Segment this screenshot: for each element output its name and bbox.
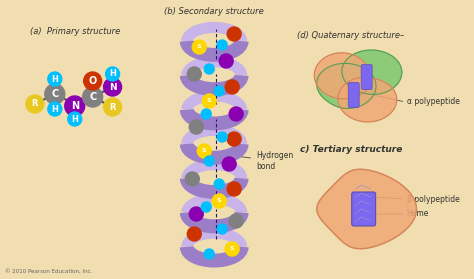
Text: C: C [89,92,96,102]
Circle shape [204,64,214,74]
Circle shape [222,157,236,171]
Circle shape [187,67,201,81]
Text: Hydrogen
bond: Hydrogen bond [223,151,293,171]
Text: β polypeptide: β polypeptide [407,194,459,203]
Text: (a)  Primary structure: (a) Primary structure [29,27,120,35]
Text: S: S [202,148,207,153]
Circle shape [189,120,203,134]
Circle shape [217,40,227,50]
Circle shape [229,214,243,228]
FancyBboxPatch shape [352,192,375,226]
Circle shape [82,87,103,107]
Text: S: S [230,247,235,251]
Circle shape [68,112,82,126]
Text: S: S [217,198,221,203]
Circle shape [45,84,65,104]
Circle shape [217,224,227,234]
Circle shape [204,249,214,259]
Text: Heme: Heme [407,210,429,218]
Circle shape [201,109,211,119]
Circle shape [214,86,224,96]
Text: H: H [51,74,58,83]
Circle shape [26,95,44,113]
Circle shape [192,40,206,54]
Circle shape [104,98,121,116]
Circle shape [84,72,101,90]
Text: R: R [109,102,116,112]
Text: N: N [109,83,117,92]
Polygon shape [342,50,402,94]
Polygon shape [338,78,397,122]
Text: S: S [207,98,211,104]
Circle shape [189,207,203,221]
Text: H: H [51,105,58,114]
Circle shape [48,72,62,86]
Text: S: S [197,44,201,49]
Text: (d) Quaternary structure–: (d) Quaternary structure– [297,32,404,40]
FancyBboxPatch shape [361,64,372,90]
Text: α polypeptide: α polypeptide [407,97,459,107]
Text: (b) Secondary structure: (b) Secondary structure [164,6,264,16]
Circle shape [227,182,241,196]
Circle shape [204,156,214,166]
Circle shape [201,202,211,212]
Polygon shape [314,53,372,99]
Circle shape [106,67,119,81]
Polygon shape [317,63,376,109]
Circle shape [104,78,121,96]
Circle shape [197,144,211,158]
Text: N: N [71,101,79,111]
FancyBboxPatch shape [348,83,359,107]
Circle shape [187,227,201,241]
Circle shape [202,94,216,108]
Text: © 2010 Pearson Education, Inc.: © 2010 Pearson Education, Inc. [5,269,92,274]
Circle shape [217,132,227,142]
Circle shape [225,242,239,256]
Text: H: H [109,69,116,78]
Circle shape [229,107,243,121]
Circle shape [48,102,62,116]
Circle shape [214,179,224,189]
Circle shape [185,172,199,186]
Circle shape [225,80,239,94]
Circle shape [219,54,233,68]
Text: C: C [51,89,58,99]
Polygon shape [317,169,417,249]
Text: O: O [89,76,97,86]
Circle shape [212,194,226,208]
Text: R: R [32,100,38,109]
Circle shape [227,132,241,146]
Circle shape [65,96,85,116]
Text: c) Tertiary structure: c) Tertiary structure [300,145,402,153]
Text: H: H [71,114,78,124]
Circle shape [227,27,241,41]
